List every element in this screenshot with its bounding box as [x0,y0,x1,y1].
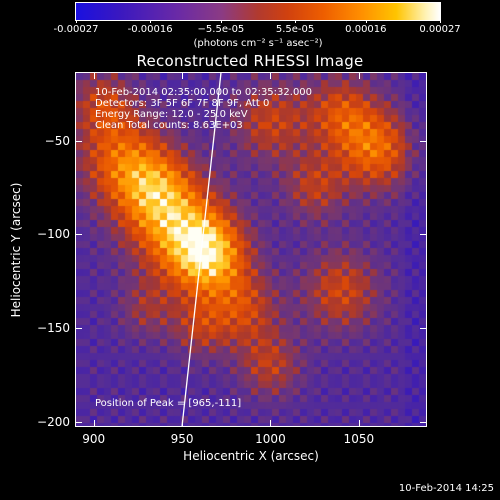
y-axis-title: Heliocentric Y (arcsec) [9,182,23,318]
colorbar-tick [220,20,222,23]
x-tick [270,73,272,79]
x-tick [358,420,360,426]
annotation-time: 10-Feb-2014 02:35:00.000 to 02:35:32.000 [95,87,313,98]
y-tick [420,328,426,330]
peak-label: Position of Peak = [965,-111] [95,398,242,409]
colorbar-tick-label: 0.00016 [345,24,387,35]
x-tick-label: 1050 [343,432,375,446]
plot-overlay [181,73,222,426]
x-tick-label: 900 [82,432,106,446]
y-tick [76,328,82,330]
colorbar-tick [295,20,297,23]
colorbar-tick-label: 5.5e-05 [275,24,315,35]
colorbar-tick-label: −5.5e-05 [197,24,245,35]
colorbar-units: (photons cm⁻² s⁻¹ asec⁻²) [193,38,323,49]
y-tick-label: −50 [44,133,70,148]
colorbar-tick-label: -0.00027 [53,24,99,35]
heatmap-image [76,73,426,426]
plot-area [75,72,427,427]
x-tick [93,73,95,79]
annotation-energy: Energy Range: 12.0 - 25.0 keV [95,109,248,120]
colorbar-tick-label: 0.00027 [419,24,461,35]
x-tick [182,420,184,426]
colorbar-tick [365,20,367,23]
y-tick-label: −150 [37,321,70,336]
colorbar-tick [76,20,77,23]
x-tick [182,73,184,79]
y-tick [76,234,82,236]
y-tick [76,422,82,424]
colorbar-tick-label: -0.00016 [127,24,173,35]
annotation-counts: Clean Total counts: 8.63E+03 [95,120,243,131]
chart-title: Reconstructed RHESSI Image [136,52,364,70]
limb-line [181,73,222,426]
x-tick [93,420,95,426]
y-tick-label: −200 [37,415,70,430]
x-tick-label: 950 [170,432,194,446]
y-tick [76,140,82,142]
y-tick [420,422,426,424]
x-tick [358,73,360,79]
y-tick [420,234,426,236]
timestamp: 10-Feb-2014 14:25 [398,483,494,494]
colorbar-tick [150,20,152,23]
colorbar-tick [440,20,441,23]
annotation-detectors: Detectors: 3F 5F 6F 7F 8F 9F, Att 0 [95,98,270,109]
y-tick [420,140,426,142]
x-axis-title: Heliocentric X (arcsec) [183,449,319,463]
colorbar [75,2,441,21]
x-tick [270,420,272,426]
x-tick-label: 1000 [255,432,286,446]
y-tick-label: −100 [37,227,70,242]
